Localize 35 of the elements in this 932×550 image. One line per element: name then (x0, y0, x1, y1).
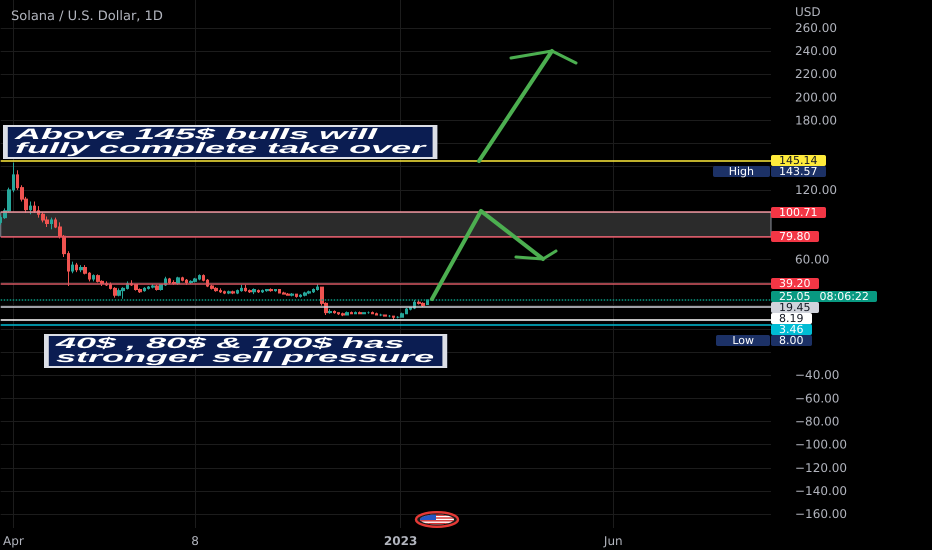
y-tick-label: −40.00 (795, 368, 840, 382)
x-tick-label: Jun (602, 534, 623, 548)
text: 143.57 (779, 165, 818, 178)
y-tick-label: 120.00 (795, 182, 837, 197)
ref-line-label: 19.45 (779, 300, 810, 314)
ref-line-label: 3.46 (779, 322, 804, 336)
y-tick-label: −100.00 (795, 438, 848, 452)
annotation: Above 145$ bulls will fully complete take over (3, 125, 438, 159)
x-tick-label: 2023 (384, 534, 418, 548)
y-tick-label: −60.00 (795, 391, 840, 406)
text: 8.00 (779, 334, 804, 347)
y-tick-label: 200.00 (795, 90, 837, 104)
text: Solana / U.S. Dollar, 1D (11, 9, 163, 24)
y-tick-label: −140.00 (795, 484, 848, 498)
annotation: 40$ , 80$ & 100$ has stronger sell pressure (44, 334, 446, 368)
y-tick-label: −120.00 (795, 460, 848, 475)
y-tick-label: 240.00 (795, 44, 837, 58)
y-tick-label: 220.00 (795, 67, 837, 82)
y-tick-label: −80.00 (795, 414, 840, 428)
ref-line-label: 39.20 (779, 276, 810, 290)
annotation: Low (716, 334, 770, 347)
y-tick-label: 60.00 (795, 252, 830, 266)
ref-line-label: 79.80 (779, 230, 810, 243)
y-tick-label: 180.00 (795, 113, 837, 128)
ref-line-label: 25.05 (779, 290, 810, 303)
y-axis-title: USD (795, 5, 821, 19)
x-tick-label: Apr (2, 534, 24, 548)
annotation: High (712, 165, 770, 178)
y-tick-label: −160.00 (795, 507, 848, 522)
x-tick-label: 8 (191, 534, 199, 548)
text: 08:06:22 (820, 290, 869, 303)
ref-line-label: 8.19 (779, 312, 804, 325)
y-tick-label: 260.00 (795, 20, 837, 35)
ref-line-label: 145.14 (779, 154, 818, 168)
ref-line-label: 100.71 (779, 206, 818, 219)
